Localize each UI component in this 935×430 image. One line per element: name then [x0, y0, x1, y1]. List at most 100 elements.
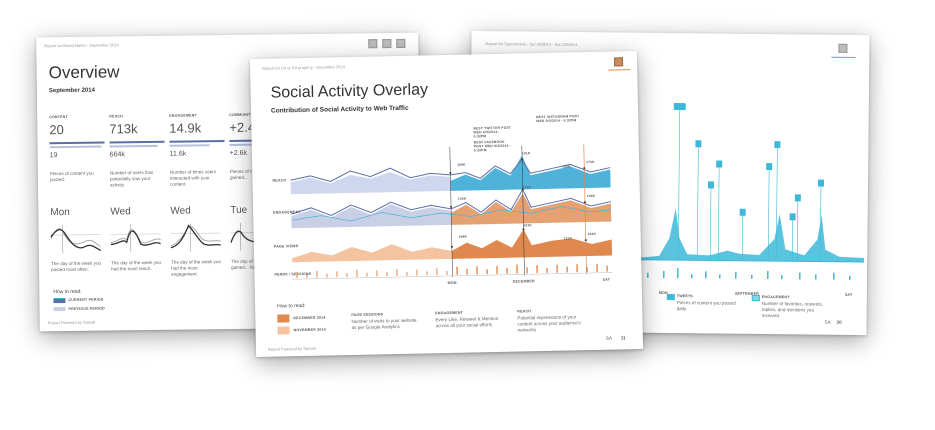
brand-mark: SA	[824, 319, 831, 325]
day-wed-reach: Wed The day of the week you had the most…	[110, 206, 166, 287]
post-marker	[774, 141, 781, 149]
metric-label: CONTENT	[49, 114, 68, 120]
day-desc: The day of the week you posted most ofte…	[50, 260, 102, 273]
explain-reach-heading: REACH	[517, 309, 532, 314]
row-label-reach: REACH	[272, 178, 287, 183]
post-marker	[789, 213, 796, 221]
metric-desc: Number of users that potentially saw you…	[109, 169, 153, 188]
page-title: Overview	[48, 62, 120, 83]
metric-desc: Number of times users interacted with yo…	[169, 169, 217, 187]
day-label: Wed	[110, 206, 131, 218]
legend-current-swatch	[53, 298, 66, 304]
post-marker	[695, 140, 702, 148]
day-wed-engagement: Wed The day of the week you had the most…	[170, 205, 226, 286]
engagement-swatch	[751, 294, 760, 301]
explain-reach-text: Potential impressions of your content ac…	[517, 314, 581, 333]
engagement-area-previous	[291, 204, 452, 229]
day-mon: Mon The day of the week you posted most …	[50, 207, 106, 288]
metric-prev-value: 11.6k	[169, 150, 187, 158]
engagement-line-2	[291, 206, 612, 222]
engagement-area	[639, 208, 865, 263]
best-instagram-marker	[583, 143, 587, 275]
x-axis	[292, 272, 613, 280]
x-label-end: SAT	[602, 277, 611, 282]
post-marker	[794, 194, 801, 202]
how-to-read-label: How to read:	[53, 288, 82, 296]
legend-engagement-heading: ENGAGEMENT	[761, 294, 790, 300]
report-footer: Report Powered by Sumall	[267, 345, 316, 352]
legend-nov-label: NOVEMBER 2014	[293, 327, 327, 333]
post-marker	[673, 103, 686, 111]
peak-label: 121K	[563, 236, 573, 241]
pageviews-area-previous	[292, 244, 453, 263]
page-number: 11	[620, 335, 626, 341]
metric-bar-current	[49, 141, 105, 145]
day-label: Wed	[170, 205, 191, 217]
x-label-start: MON	[447, 280, 457, 285]
explain-engagement-text: Every Like, Retweet & Mention across all…	[435, 315, 499, 329]
metric-label: REACH	[109, 114, 123, 119]
metric-engagement: ENGAGEMENT 14.9k 11.6k Number of times u…	[169, 113, 225, 187]
metric-bar-prev	[49, 145, 102, 149]
peak-label: 198K	[457, 162, 466, 167]
legend-nov-swatch	[277, 326, 290, 335]
legend-current-label: CURRENT PERIOD	[68, 297, 104, 302]
menu-square-icon[interactable]	[838, 43, 848, 53]
metric-label: ENGAGEMENT	[169, 113, 197, 118]
social-overlay-chart	[290, 143, 613, 280]
post-marker	[707, 181, 715, 189]
reach-area-current	[450, 155, 611, 191]
page-title: Social Activity Overlay	[270, 81, 429, 102]
x-label-end: SAT	[844, 292, 853, 297]
explain-sessions-text: Number of visits to your website as per …	[351, 317, 417, 331]
menu-square-icon[interactable]	[368, 39, 378, 49]
report-header: Report for Brand Name - September 2014	[44, 42, 119, 49]
metric-value: 20	[49, 122, 64, 138]
peak-label: 150K	[562, 164, 571, 169]
reach-area-previous	[290, 172, 451, 195]
page-subtitle: September 2014	[48, 87, 95, 95]
right-report-page[interactable]: Report for Supermoms - Sun 9/28/14 - Sat…	[468, 30, 870, 336]
peak-label: 101K	[522, 185, 532, 190]
metric-bar-prev	[169, 144, 210, 147]
legend-engagement-text: Number of favorites, retweets, replies, …	[761, 300, 824, 319]
report-header: Report for Supermoms - Sun 9/28/14 - Sat…	[485, 41, 578, 48]
metric-prev-value: 19	[49, 152, 58, 160]
metric-prev-value: +2.6k	[229, 149, 248, 157]
explain-sessions-heading: PAGE SESSIONS	[351, 312, 384, 318]
menu-square-icon[interactable]	[613, 57, 624, 67]
menu-square-icon[interactable]	[382, 39, 392, 49]
peak-label: 166K	[586, 193, 596, 199]
post-marker	[766, 163, 773, 171]
metric-bar-current	[169, 140, 225, 143]
metric-label: COMMUNITY	[229, 112, 254, 117]
legend-tweets-heading: TWEETS	[676, 294, 694, 299]
tweets-swatch	[666, 293, 675, 301]
day-sparkline	[170, 223, 221, 252]
annotation-instagram: BEST INSTAGRAM POST WED 9/3/2014 - 5:32P…	[536, 114, 580, 124]
day-sparkline	[50, 225, 101, 254]
best-post-markers	[449, 145, 525, 277]
center-overlay-page[interactable]: Report for Un or SA property - December …	[249, 50, 644, 358]
post-marker	[716, 160, 723, 168]
metric-reach: REACH 713k 664k Number of users that pot…	[109, 114, 165, 187]
peak-label: 101K	[521, 151, 531, 156]
peak-label: 101K	[523, 223, 532, 228]
header-accent-line	[608, 69, 631, 71]
metric-bar-current	[109, 140, 165, 144]
day-sparkline	[110, 224, 161, 253]
metric-value: 713k	[109, 121, 138, 137]
day-label: Tue	[230, 204, 248, 216]
how-to-read-label: How to read:	[277, 302, 306, 310]
report-footer: Report Powered by Sumall	[47, 319, 96, 326]
marker-stems	[677, 110, 822, 260]
legend-previous-swatch	[53, 307, 66, 312]
day-desc: The day of the week you had the most eng…	[170, 259, 222, 277]
menu-square-icon[interactable]	[396, 38, 406, 48]
tweet-ticks	[647, 268, 851, 280]
explain-engagement-heading: ENGAGEMENT	[435, 310, 464, 316]
annotation-twitter: BEST TWITTER POST WED 9/3/2014 - 5:32PM	[473, 125, 512, 139]
metric-desc: Pieces of content you posted.	[49, 170, 94, 183]
legend-dec-label: DECEMBER 2014	[293, 315, 326, 321]
page-number: 30	[836, 319, 842, 325]
